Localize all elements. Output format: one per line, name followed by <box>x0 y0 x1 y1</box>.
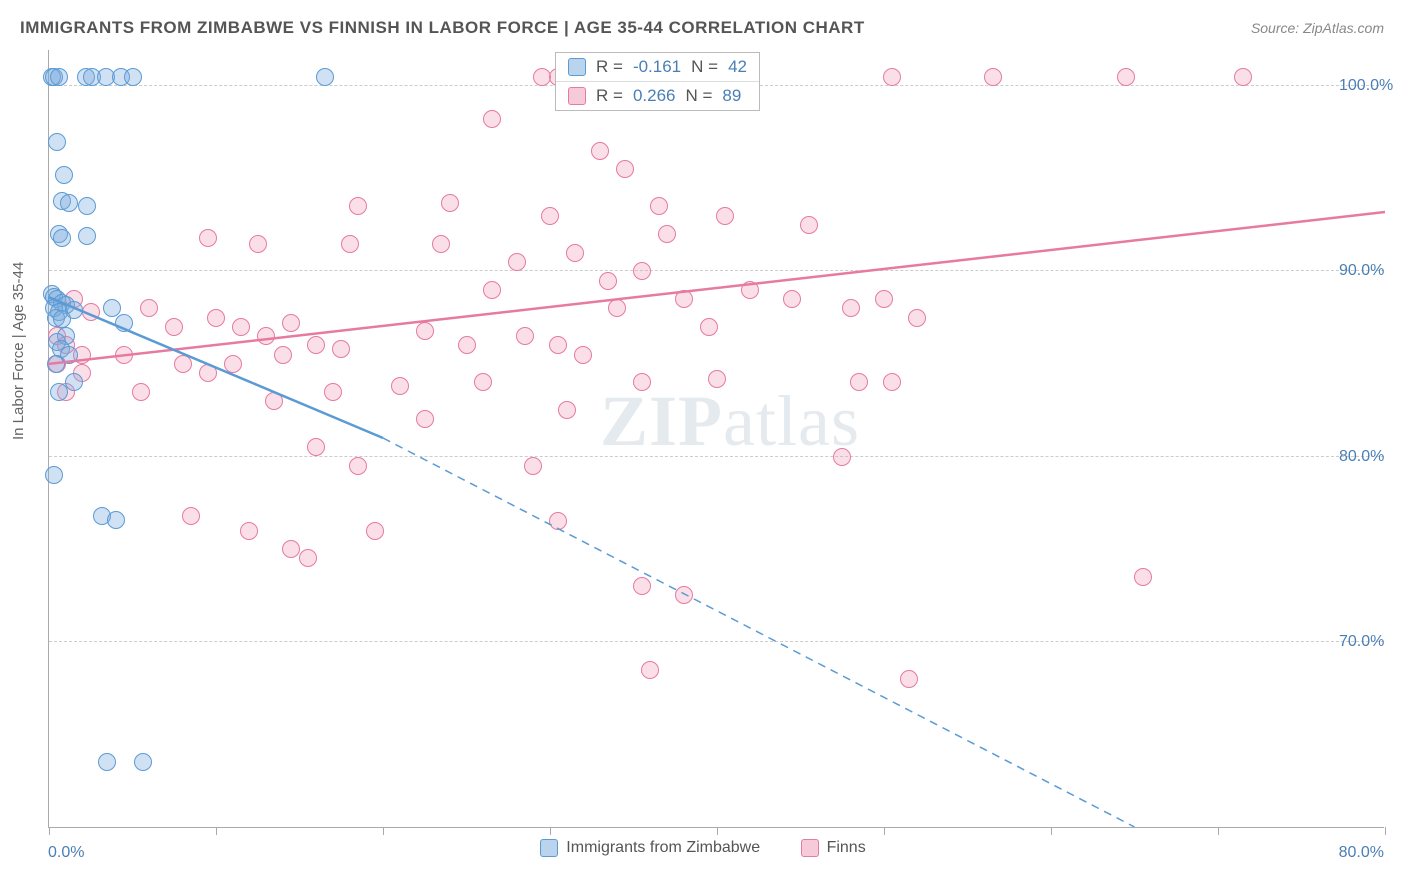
n-label: N = <box>691 57 718 77</box>
legend-item-zimbabwe: Immigrants from Zimbabwe <box>540 839 760 857</box>
swatch-blue-icon <box>540 839 558 857</box>
x-tick-max: 80.0% <box>1339 844 1384 862</box>
x-tick <box>1385 827 1386 835</box>
plot-area: 70.0%80.0%90.0%100.0% <box>48 50 1384 828</box>
legend-label-finns: Finns <box>827 839 866 857</box>
n-label: N = <box>685 86 712 106</box>
legend-row-finns: R = 0.266 N = 89 <box>556 81 759 110</box>
swatch-pink <box>568 87 586 105</box>
legend-item-finns: Finns <box>801 839 866 857</box>
n-value-zimbabwe: 42 <box>728 57 747 77</box>
x-tick <box>550 827 551 835</box>
trend-lines <box>49 49 1385 827</box>
r-value-finns: 0.266 <box>633 86 676 106</box>
r-label: R = <box>596 57 623 77</box>
legend-row-zimbabwe: R = -0.161 N = 42 <box>556 53 759 81</box>
x-tick <box>1218 827 1219 835</box>
series-legend: Immigrants from Zimbabwe Finns <box>0 839 1406 862</box>
swatch-blue <box>568 58 586 76</box>
x-tick <box>1051 827 1052 835</box>
n-value-finns: 89 <box>722 86 741 106</box>
r-label: R = <box>596 86 623 106</box>
source-label: Source: ZipAtlas.com <box>1251 20 1384 36</box>
r-value-zimbabwe: -0.161 <box>633 57 681 77</box>
y-axis-label: In Labor Force | Age 35-44 <box>10 262 27 440</box>
x-tick <box>884 827 885 835</box>
x-tick <box>717 827 718 835</box>
legend-label-zimbabwe: Immigrants from Zimbabwe <box>566 839 760 857</box>
chart-title: IMMIGRANTS FROM ZIMBABWE VS FINNISH IN L… <box>20 18 865 38</box>
x-tick <box>49 827 50 835</box>
x-tick <box>383 827 384 835</box>
x-tick-min: 0.0% <box>48 844 84 862</box>
x-tick <box>216 827 217 835</box>
correlation-legend: R = -0.161 N = 42 R = 0.266 N = 89 <box>555 52 760 111</box>
swatch-pink-icon <box>801 839 819 857</box>
